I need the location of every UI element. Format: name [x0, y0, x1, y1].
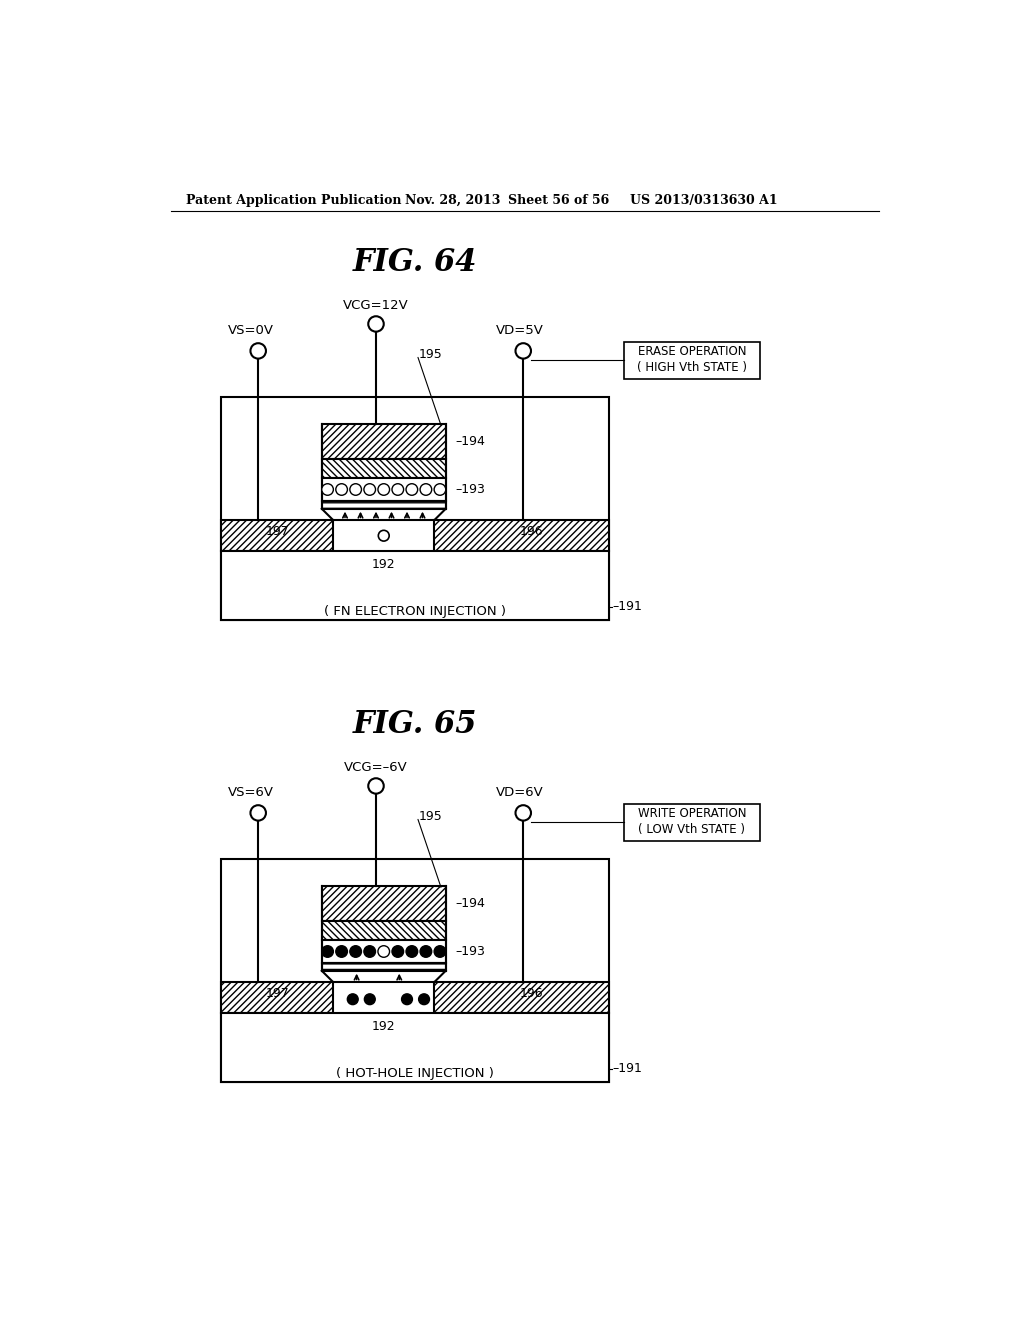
Text: Nov. 28, 2013: Nov. 28, 2013	[406, 194, 501, 207]
Circle shape	[392, 945, 403, 957]
Circle shape	[369, 779, 384, 793]
Polygon shape	[322, 478, 445, 502]
Text: 195: 195	[419, 810, 442, 824]
Text: ERASE OPERATION: ERASE OPERATION	[638, 345, 746, 358]
Circle shape	[420, 483, 432, 495]
Circle shape	[364, 483, 376, 495]
Polygon shape	[322, 502, 445, 508]
Circle shape	[378, 483, 389, 495]
Polygon shape	[221, 982, 334, 1014]
Polygon shape	[322, 886, 445, 921]
Circle shape	[434, 483, 445, 495]
Text: VCG=12V: VCG=12V	[343, 298, 409, 312]
Text: –191: –191	[612, 601, 642, 612]
Text: US 2013/0313630 A1: US 2013/0313630 A1	[630, 194, 778, 207]
Text: –191: –191	[612, 1063, 642, 1074]
Text: WRITE OPERATION: WRITE OPERATION	[638, 807, 746, 820]
Circle shape	[407, 483, 418, 495]
Circle shape	[378, 945, 389, 957]
Circle shape	[350, 945, 361, 957]
Circle shape	[378, 531, 389, 541]
Text: 192: 192	[372, 558, 395, 572]
Text: 197: 197	[266, 525, 290, 539]
Circle shape	[350, 483, 361, 495]
Text: 195: 195	[419, 348, 442, 362]
Polygon shape	[322, 964, 445, 970]
Polygon shape	[322, 459, 445, 478]
Text: ( HOT-HOLE INJECTION ): ( HOT-HOLE INJECTION )	[336, 1067, 494, 1080]
Circle shape	[515, 805, 531, 821]
Circle shape	[336, 483, 347, 495]
Circle shape	[434, 945, 445, 957]
Text: ( LOW Vth STATE ): ( LOW Vth STATE )	[638, 824, 745, 837]
Text: 196: 196	[519, 987, 543, 1001]
Circle shape	[251, 343, 266, 359]
Text: Sheet 56 of 56: Sheet 56 of 56	[508, 194, 609, 207]
Polygon shape	[434, 520, 608, 552]
Circle shape	[322, 483, 334, 495]
Text: FIG. 64: FIG. 64	[352, 247, 477, 277]
Text: Patent Application Publication: Patent Application Publication	[186, 194, 401, 207]
Text: 197: 197	[266, 987, 290, 1001]
Text: ( FN ELECTRON INJECTION ): ( FN ELECTRON INJECTION )	[324, 605, 506, 618]
Circle shape	[420, 945, 432, 957]
Circle shape	[419, 994, 429, 1005]
Text: –194: –194	[455, 434, 485, 447]
Text: VCG=–6V: VCG=–6V	[344, 760, 408, 774]
Circle shape	[401, 994, 413, 1005]
Text: VD=5V: VD=5V	[496, 323, 544, 337]
Text: FIG. 65: FIG. 65	[352, 709, 477, 739]
Circle shape	[407, 945, 418, 957]
Circle shape	[392, 483, 403, 495]
Text: VD=6V: VD=6V	[496, 785, 544, 799]
Polygon shape	[322, 921, 445, 940]
Polygon shape	[221, 552, 608, 620]
Polygon shape	[322, 424, 445, 459]
Text: –193: –193	[455, 483, 485, 496]
Circle shape	[251, 805, 266, 821]
Circle shape	[515, 343, 531, 359]
Circle shape	[322, 945, 334, 957]
Text: 192: 192	[372, 1020, 395, 1034]
Text: 196: 196	[519, 525, 543, 539]
Text: –194: –194	[455, 896, 485, 909]
Polygon shape	[434, 982, 608, 1014]
Circle shape	[365, 994, 375, 1005]
Circle shape	[347, 994, 358, 1005]
Polygon shape	[322, 940, 445, 964]
Text: VS=6V: VS=6V	[227, 785, 273, 799]
Circle shape	[336, 945, 347, 957]
Polygon shape	[221, 1014, 608, 1082]
Text: ( HIGH Vth STATE ): ( HIGH Vth STATE )	[637, 362, 746, 375]
Text: VS=0V: VS=0V	[227, 323, 273, 337]
Polygon shape	[221, 520, 334, 552]
Text: –193: –193	[455, 945, 485, 958]
Circle shape	[369, 317, 384, 331]
Circle shape	[364, 945, 376, 957]
